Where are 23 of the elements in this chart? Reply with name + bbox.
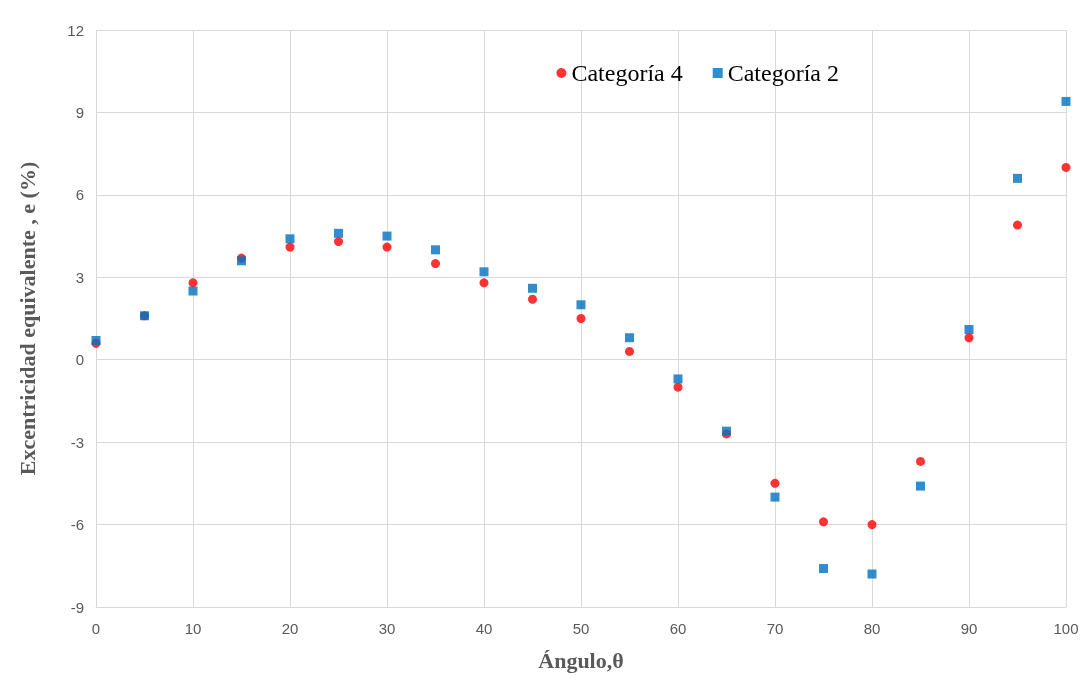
y-tick-label: -9 [70,598,84,616]
y-axis-title: Excentricidad equivalente , e (%) [14,161,40,476]
x-tick-label: 50 [572,620,590,637]
y-tick-label: -6 [70,516,84,534]
y-tick-label: 3 [75,268,84,286]
legend-label: Categoría 4 [571,60,683,86]
legend-label: Categoría 2 [727,60,839,86]
y-tick-label: 6 [75,186,84,204]
x-tick-label: 90 [960,620,978,637]
x-tick-label: 30 [378,620,396,637]
x-tick-label: 60 [669,620,687,637]
x-axis-title: Ángulo,θ [538,647,624,673]
y-tick-label: 12 [67,21,84,39]
x-tick-label: 80 [863,620,881,637]
y-tick-label: -3 [70,433,84,451]
x-tick-label: 0 [91,620,101,637]
y-tick-label: 0 [75,351,84,369]
x-tick-label: 20 [281,620,299,637]
x-tick-label: 10 [184,620,202,637]
x-tick-label: 70 [766,620,784,637]
x-tick-label: 100 [1053,620,1079,637]
x-tick-label: 40 [475,620,493,637]
y-tick-label: 9 [75,103,84,121]
